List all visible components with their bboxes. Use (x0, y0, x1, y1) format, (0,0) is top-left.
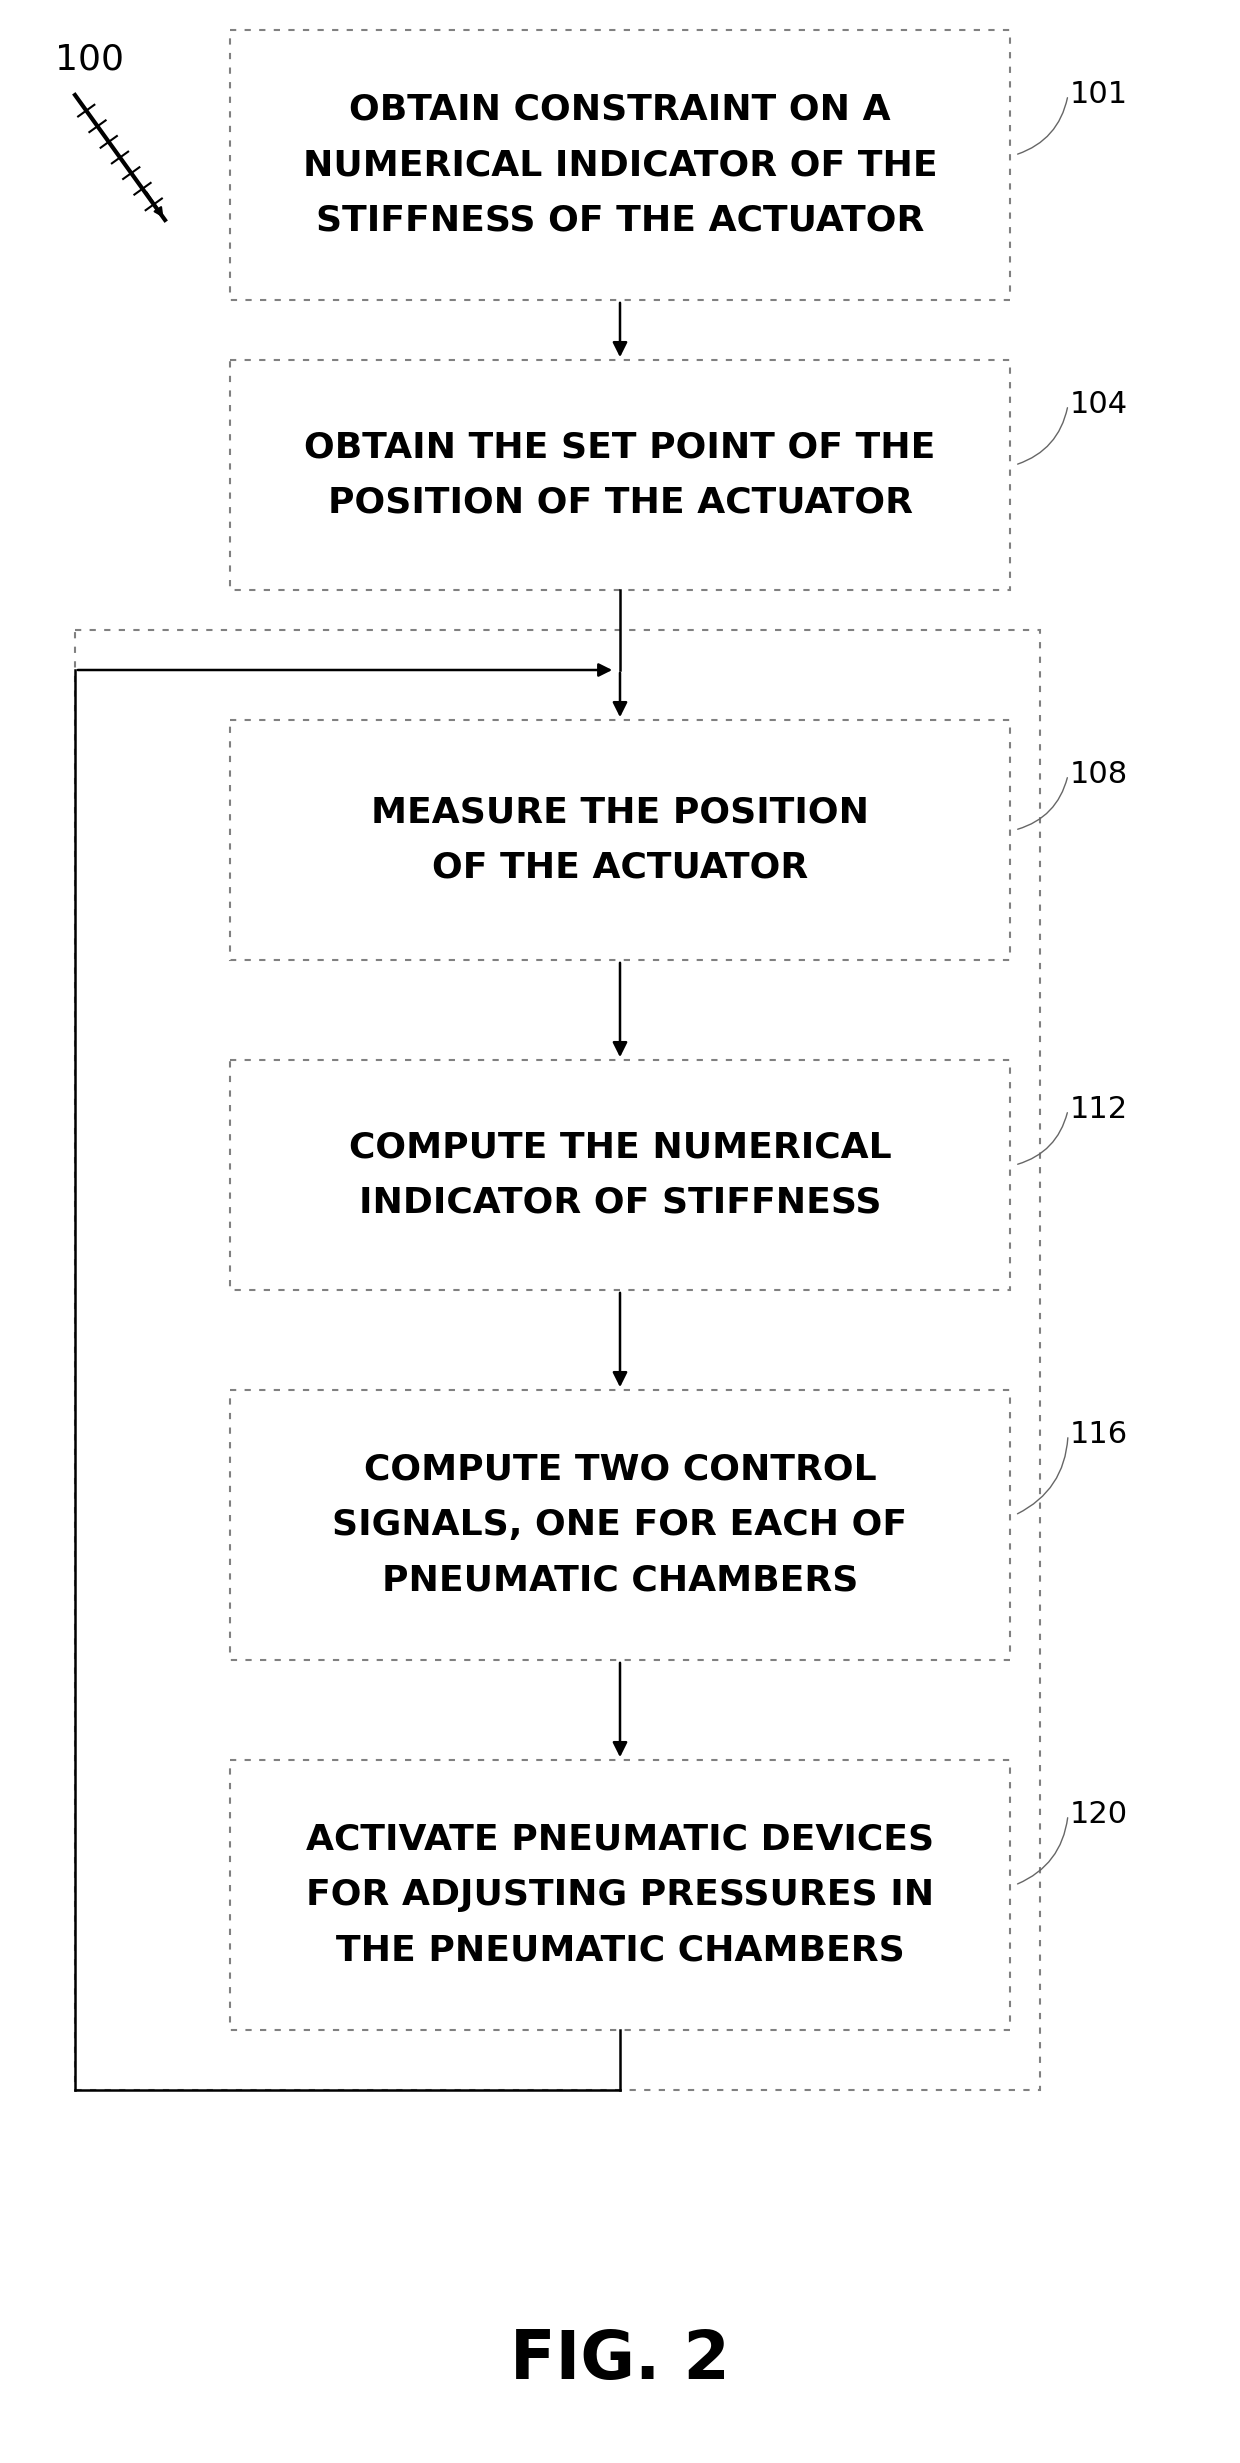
Text: ACTIVATE PNEUMATIC DEVICES
FOR ADJUSTING PRESSURES IN
THE PNEUMATIC CHAMBERS: ACTIVATE PNEUMATIC DEVICES FOR ADJUSTING… (306, 1823, 934, 1968)
Text: 116: 116 (1070, 1421, 1128, 1448)
Bar (229, 1059, 1011, 1291)
Bar (229, 1761, 1011, 2030)
FancyArrowPatch shape (1018, 778, 1068, 830)
Text: 112: 112 (1070, 1096, 1128, 1123)
Text: 108: 108 (1070, 761, 1128, 788)
Bar (74, 631, 1040, 2091)
Text: 101: 101 (1070, 79, 1128, 108)
FancyArrowPatch shape (1018, 1113, 1068, 1165)
FancyArrowPatch shape (1018, 1818, 1068, 1884)
Text: MEASURE THE POSITION
OF THE ACTUATOR: MEASURE THE POSITION OF THE ACTUATOR (371, 796, 869, 884)
Text: COMPUTE TWO CONTROL
SIGNALS, ONE FOR EACH OF
PNEUMATIC CHAMBERS: COMPUTE TWO CONTROL SIGNALS, ONE FOR EAC… (332, 1453, 908, 1598)
FancyArrowPatch shape (1018, 1438, 1068, 1515)
Text: 100: 100 (55, 42, 124, 76)
Text: COMPUTE THE NUMERICAL
INDICATOR OF STIFFNESS: COMPUTE THE NUMERICAL INDICATOR OF STIFF… (348, 1131, 892, 1219)
Bar (229, 719, 1011, 961)
FancyArrowPatch shape (1018, 409, 1068, 463)
Text: 120: 120 (1070, 1800, 1128, 1830)
FancyArrowPatch shape (1018, 99, 1068, 155)
Text: FIG. 2: FIG. 2 (510, 2328, 730, 2394)
Bar (229, 360, 1011, 591)
Text: OBTAIN THE SET POINT OF THE
POSITION OF THE ACTUATOR: OBTAIN THE SET POINT OF THE POSITION OF … (304, 431, 936, 520)
Text: 104: 104 (1070, 389, 1128, 419)
Bar (229, 1389, 1011, 1660)
Bar (229, 30, 1011, 300)
Text: OBTAIN CONSTRAINT ON A
NUMERICAL INDICATOR OF THE
STIFFNESS OF THE ACTUATOR: OBTAIN CONSTRAINT ON A NUMERICAL INDICAT… (303, 94, 937, 236)
